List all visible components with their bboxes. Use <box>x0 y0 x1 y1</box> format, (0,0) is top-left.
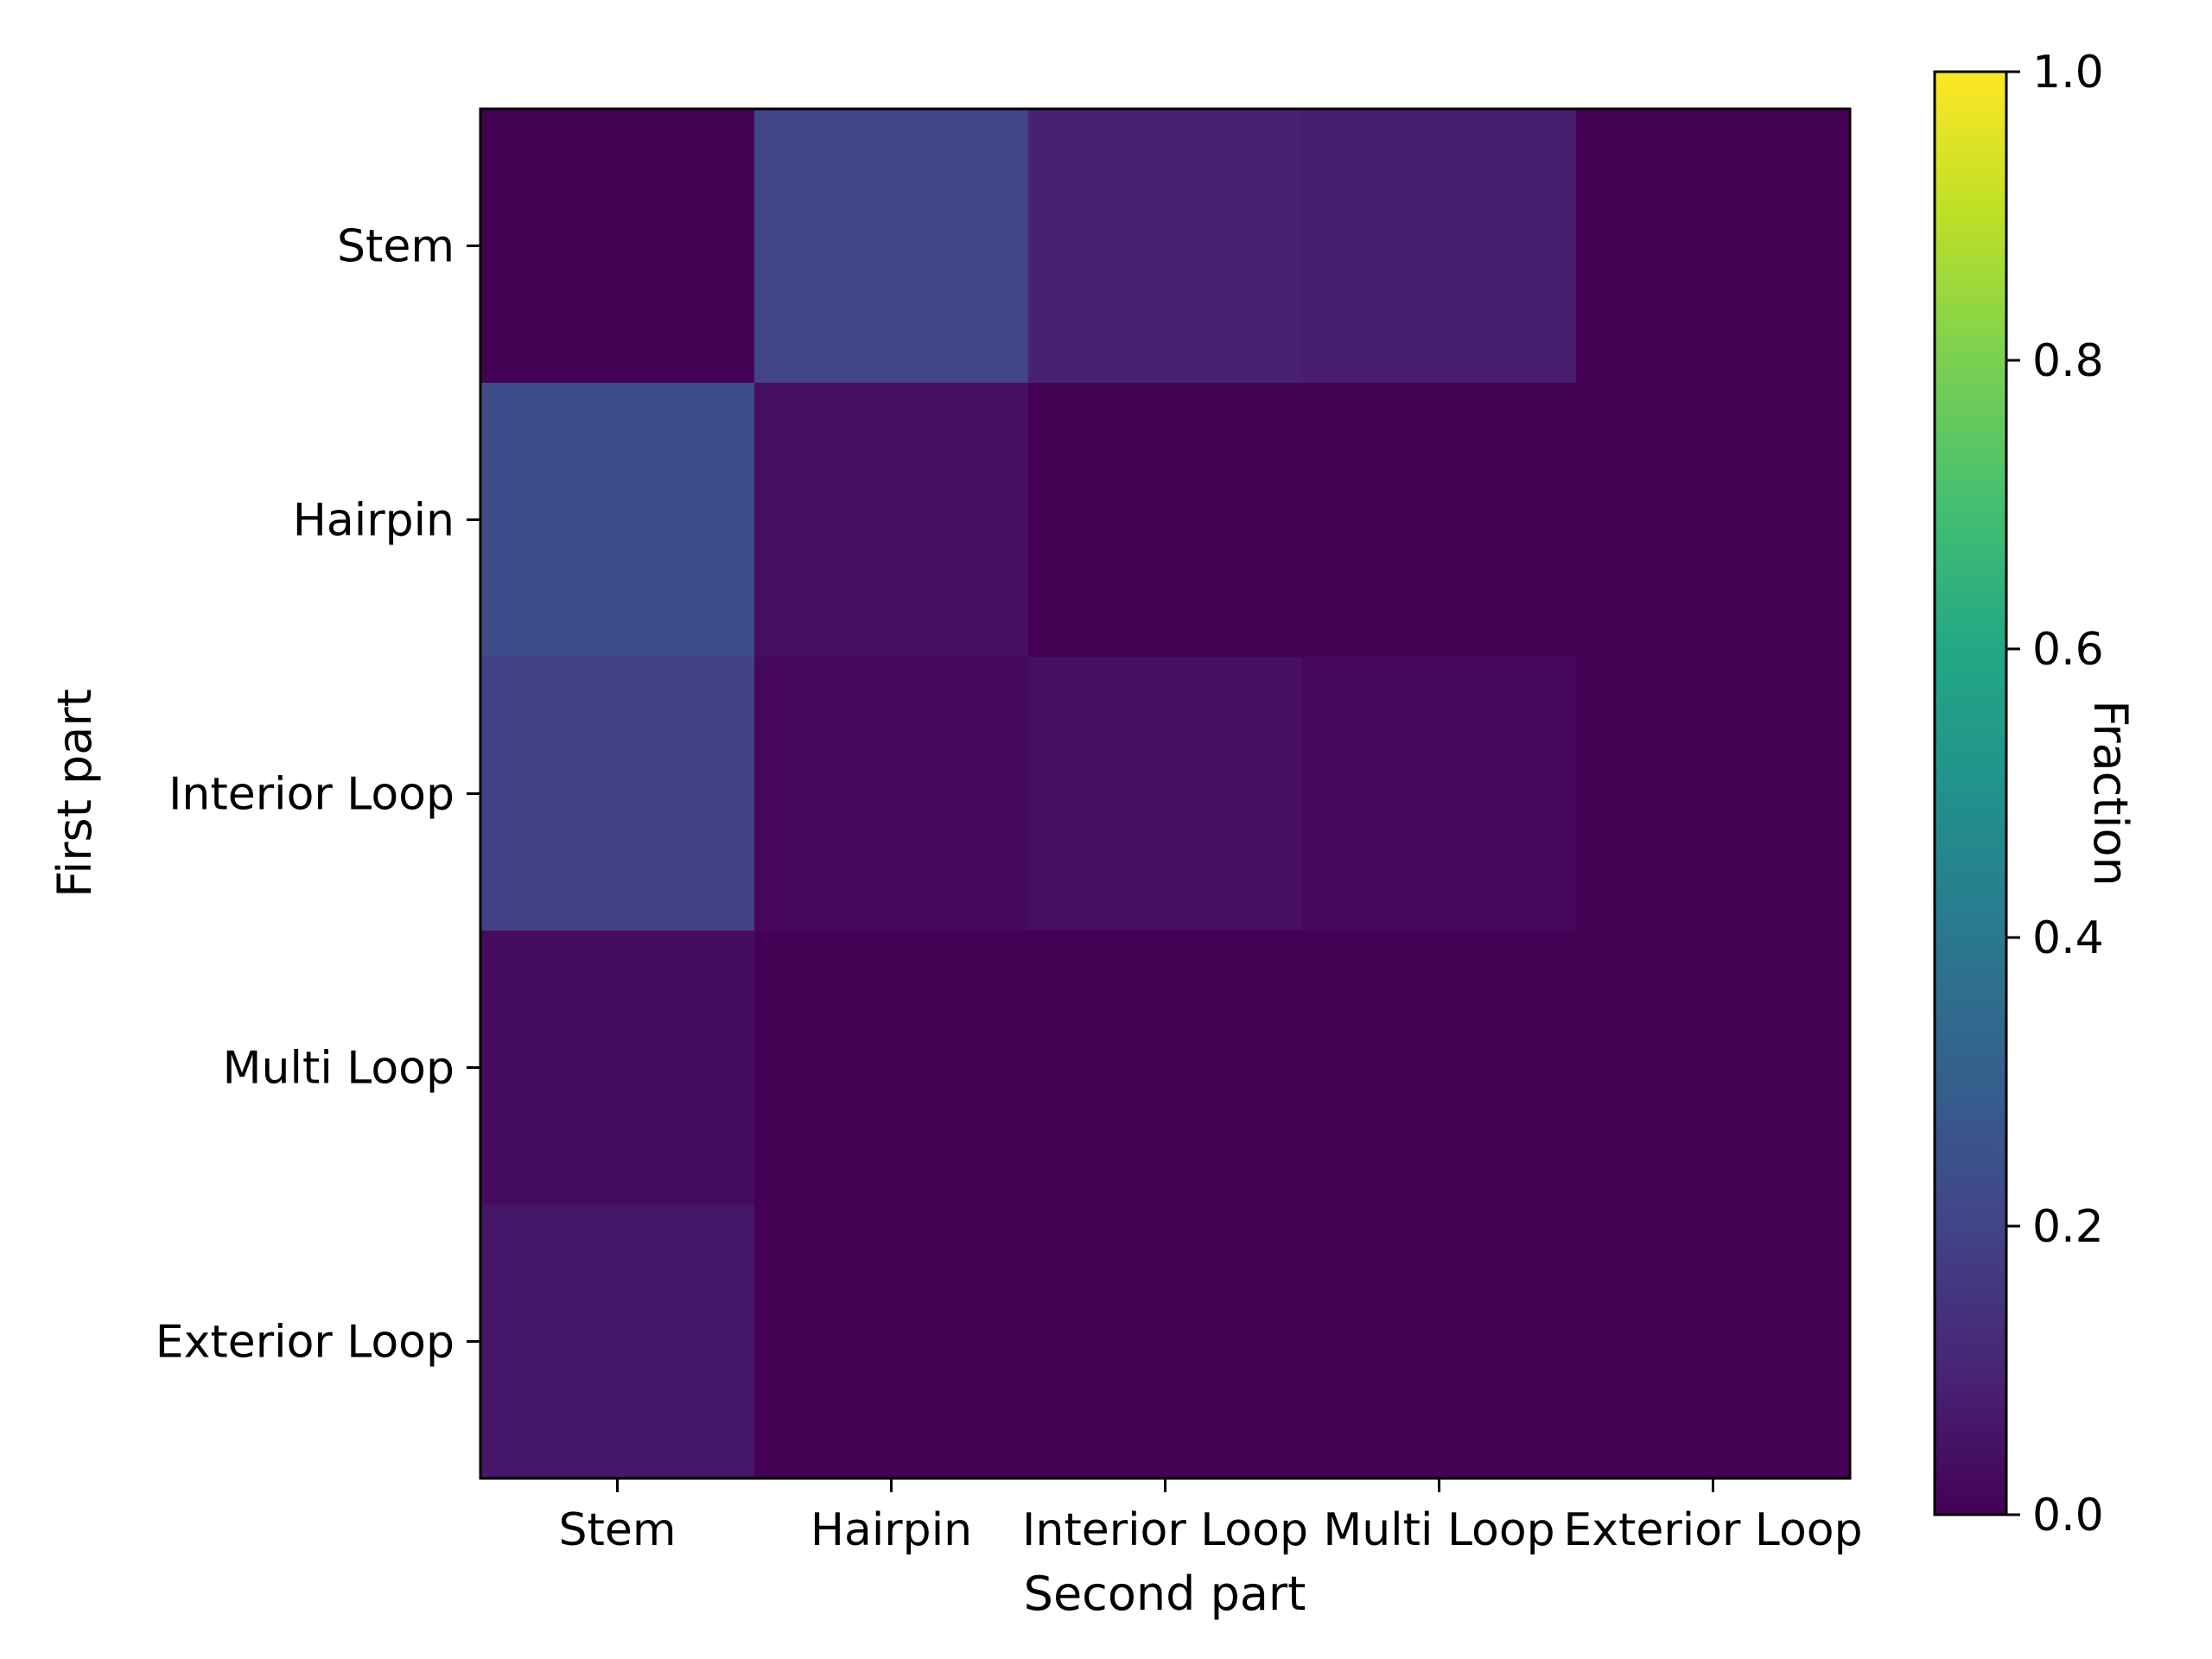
heatmap-cell <box>480 109 755 384</box>
heatmap-cell <box>480 657 755 931</box>
colorbar-tick-label: 0.8 <box>2032 335 2104 387</box>
y-tick-label: Stem <box>337 221 454 273</box>
heatmap-cell <box>754 657 1029 931</box>
y-tick-label: Hairpin <box>293 495 454 547</box>
x-tick-label: Hairpin <box>810 1504 972 1556</box>
colorbar-gradient <box>1933 70 2008 1516</box>
x-tick-label: Interior Loop <box>1022 1504 1308 1556</box>
x-tick-label: Exterior Loop <box>1563 1504 1862 1556</box>
heatmap-cell <box>754 383 1029 658</box>
heatmap-cell <box>1302 109 1577 384</box>
heatmap-cell <box>480 383 755 658</box>
colorbar-tick-label: 0.6 <box>2032 624 2104 676</box>
heatmap-cell <box>1028 109 1303 384</box>
heatmap-cell <box>1576 657 1851 931</box>
heatmap-cell <box>1028 931 1303 1205</box>
y-axis-label: First part <box>48 689 102 898</box>
x-tick-label: Stem <box>558 1504 676 1556</box>
heatmap-cell <box>754 1205 1029 1479</box>
x-axis-ticks: Stem Hairpin Interior Loop Multi Loop Exteri… <box>558 1478 1863 1556</box>
heatmap-cell <box>1028 1205 1303 1479</box>
heatmap-cell <box>1576 383 1851 658</box>
heatmap-cell <box>1028 383 1303 658</box>
y-tick-label: Exterior Loop <box>156 1317 454 1369</box>
heatmap-cell <box>1302 1205 1577 1479</box>
heatmap-cell <box>1576 1205 1851 1479</box>
colorbar: 0.0 0.2 0.4 0.6 0.8 1.0 Fraction <box>1933 47 2138 1541</box>
heatmap-cell <box>754 109 1029 384</box>
colorbar-ticks: 0.0 0.2 0.4 0.6 0.8 1.0 <box>2006 47 2104 1541</box>
plot-frame <box>479 107 1852 1480</box>
y-axis-ticks: Stem Hairpin Interior Loop Multi Loop Exteri… <box>156 221 480 1369</box>
x-tick-label: Multi Loop <box>1323 1504 1554 1556</box>
colorbar-tick-label: 0.0 <box>2032 1490 2104 1541</box>
heatmap-cell <box>480 1205 755 1479</box>
heatmap-cell <box>1576 109 1851 384</box>
heatmap-cell <box>754 931 1029 1205</box>
heatmap-cell <box>1302 383 1577 658</box>
y-tick-label: Interior Loop <box>168 769 454 821</box>
heatmap-cell <box>1028 657 1303 931</box>
heatmap-cell <box>1302 931 1577 1205</box>
colorbar-tick-label: 0.2 <box>2032 1201 2104 1253</box>
y-tick-label: Multi Loop <box>223 1043 454 1095</box>
colorbar-tick-label: 0.4 <box>2032 912 2104 964</box>
colorbar-tick-label: 1.0 <box>2032 47 2104 99</box>
colorbar-label: Fraction <box>2083 700 2138 887</box>
heatmap-cell <box>480 931 755 1205</box>
x-axis-label: Second part <box>1024 1567 1306 1621</box>
heatmap-cells <box>480 109 1851 1479</box>
heatmap-cell <box>1576 931 1851 1205</box>
heatmap-cell <box>1302 657 1577 931</box>
